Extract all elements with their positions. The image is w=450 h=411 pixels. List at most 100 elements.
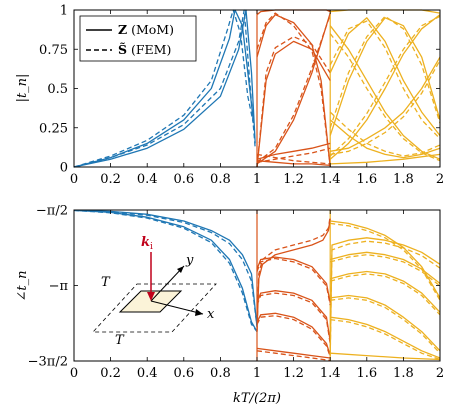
x-tick-label: 2	[436, 172, 444, 187]
x-tick-label: 1.8	[393, 366, 414, 381]
x-tick-label: 1.6	[356, 366, 377, 381]
top-ylabel: |t_n|	[15, 74, 30, 103]
x-tick-label: 0.6	[173, 172, 194, 187]
top-panel: 0 0.2 0.4 0.6 0.8 1 1.2 1.4 1.6 1.8 2 0 0.25 0.5 0.75 1…	[15, 4, 444, 188]
y-tick-label: 0.75	[39, 43, 68, 58]
series-line-yellow-solid-20	[330, 294, 441, 352]
side-label-t2: T	[115, 333, 125, 348]
incident-arrow-head	[147, 292, 155, 301]
series-line-yellow-solid-24	[330, 352, 441, 361]
series-line-orange-dashed-9	[256, 292, 331, 344]
series-line-orange-solid-7	[256, 40, 331, 168]
series-line-yellow-dashed-27	[329, 111, 441, 157]
series-line-orange-dashed-8	[256, 36, 331, 168]
x-tick-label: 1	[253, 366, 261, 381]
series-line-yellow-dashed-21	[330, 297, 441, 354]
series-line-orange-dashed-10	[256, 14, 331, 163]
series-line-orange-solid-9	[256, 12, 331, 165]
x-tick-label: 0.6	[173, 366, 194, 381]
series-line-yellow-solid-18	[329, 25, 441, 160]
series-line-yellow-solid-24	[330, 56, 441, 152]
legend-entry-mom: Z (MoM)	[118, 22, 174, 37]
x-tick-label: 1.6	[356, 172, 377, 187]
series-line-orange-dashed-13	[256, 350, 331, 362]
series-line-orange-solid-8	[256, 290, 331, 342]
bottom-xlabel: kT/(2π)	[233, 391, 281, 406]
series-line-orange-dashed-12	[256, 147, 331, 163]
bottom-ylabel: ∠t_n	[15, 271, 30, 302]
x-tick-label: 2	[436, 366, 444, 381]
bottom-series-layer	[73, 209, 441, 362]
x-tick-label: 0	[70, 366, 78, 381]
x-tick-label: 0	[70, 172, 78, 187]
bottom-panel: 0 0.2 0.4 0.6 0.8 1 1.2 1.4 1.6 1.8 2 −π/2 −π −3π/2 ∠…	[15, 204, 444, 407]
series-line-yellow-dashed-23	[329, 20, 441, 140]
x-tick-label: 1.2	[283, 172, 304, 187]
x-tick-label: 1.2	[283, 366, 304, 381]
plate	[118, 290, 183, 313]
x-tick-label: 1.8	[393, 172, 414, 187]
series-line-orange-solid-6	[256, 256, 331, 303]
legend-entry-fem: S̃ (FEM)	[118, 42, 171, 57]
series-line-yellow-dashed-19	[329, 33, 441, 162]
series-line-orange-dashed-6	[256, 12, 331, 168]
legend-box	[79, 15, 197, 62]
series-line-yellow-dashed-15	[329, 240, 441, 356]
series-line-yellow-solid-14	[329, 237, 441, 356]
x-tick-label: 0.8	[210, 172, 231, 187]
series-line-yellow-solid-20	[329, 14, 441, 160]
y-tick-label: 0.5	[47, 82, 68, 97]
y-axis-label: y	[185, 253, 194, 268]
series-line-yellow-dashed-21	[329, 15, 441, 157]
series-line-blue-solid-0	[73, 9, 254, 168]
series-line-orange-solid-12	[256, 347, 331, 359]
series-line-yellow-solid-16	[329, 17, 441, 136]
k-label: ki	[141, 235, 153, 252]
series-line-yellow-dashed-23	[330, 318, 441, 361]
series-line-orange-dashed-14	[256, 153, 331, 165]
top-ticks: 0 0.2 0.4 0.6 0.8 1 1.2 1.4 1.6 1.8 2 0 0.25 0.5 0.75 1	[39, 4, 444, 188]
series-line-yellow-dashed-19	[330, 273, 441, 316]
series-line-yellow-solid-18	[330, 270, 441, 313]
series-line-orange-dashed-11	[256, 315, 331, 357]
x-arrow-head	[195, 309, 203, 316]
series-line-yellow-solid-28	[330, 153, 441, 165]
y-arrow-head	[177, 266, 184, 273]
y-tick-label: −3π/2	[28, 355, 68, 370]
series-line-orange-solid-4	[256, 218, 331, 332]
x-tick-label: 1	[253, 172, 261, 187]
y-tick-label: −π/2	[36, 204, 68, 219]
series-line-orange-solid-10	[256, 312, 331, 356]
series-line-yellow-dashed-17	[329, 15, 441, 129]
x-tick-label: 0.4	[137, 172, 158, 187]
series-line-yellow-solid-22	[330, 316, 441, 359]
x-axis-label: x	[207, 307, 215, 322]
x-tick-label: 0.4	[137, 366, 158, 381]
y-tick-label: 1	[60, 4, 68, 19]
series-line-orange-dashed-5	[256, 216, 331, 332]
series-line-blue-solid-2	[73, 209, 258, 327]
y-tick-label: −π	[49, 279, 69, 294]
y-tick-label: 0.25	[39, 121, 68, 136]
y-tick-label: 0	[60, 161, 68, 176]
series-line-blue-solid-0	[73, 209, 258, 332]
x-tick-label: 1.4	[320, 366, 341, 381]
top-series-layer	[73, 9, 441, 168]
series-line-yellow-dashed-25	[330, 59, 441, 156]
series-line-blue-dashed-3	[73, 209, 258, 327]
x-tick-label: 1.4	[320, 172, 341, 187]
x-tick-label: 0.2	[100, 366, 121, 381]
side-label-t1: T	[101, 275, 111, 290]
series-line-blue-dashed-1	[73, 9, 254, 168]
series-line-yellow-solid-26	[329, 119, 441, 159]
series-line-yellow-solid-22	[329, 17, 441, 136]
series-line-orange-dashed-7	[256, 257, 331, 306]
bottom-ticks: 0 0.2 0.4 0.6 0.8 1 1.2 1.4 1.6 1.8 2 −π/2 −π −3π/2	[28, 204, 445, 382]
unit-cell-outline	[92, 283, 217, 333]
x-axis-arrow	[150, 300, 204, 315]
series-line-orange-solid-5	[256, 14, 331, 168]
series-line-blue-dashed-1	[73, 209, 258, 332]
legend: Z (MoM) S̃ (FEM)	[79, 15, 197, 62]
y-axis-arrow	[150, 265, 185, 302]
